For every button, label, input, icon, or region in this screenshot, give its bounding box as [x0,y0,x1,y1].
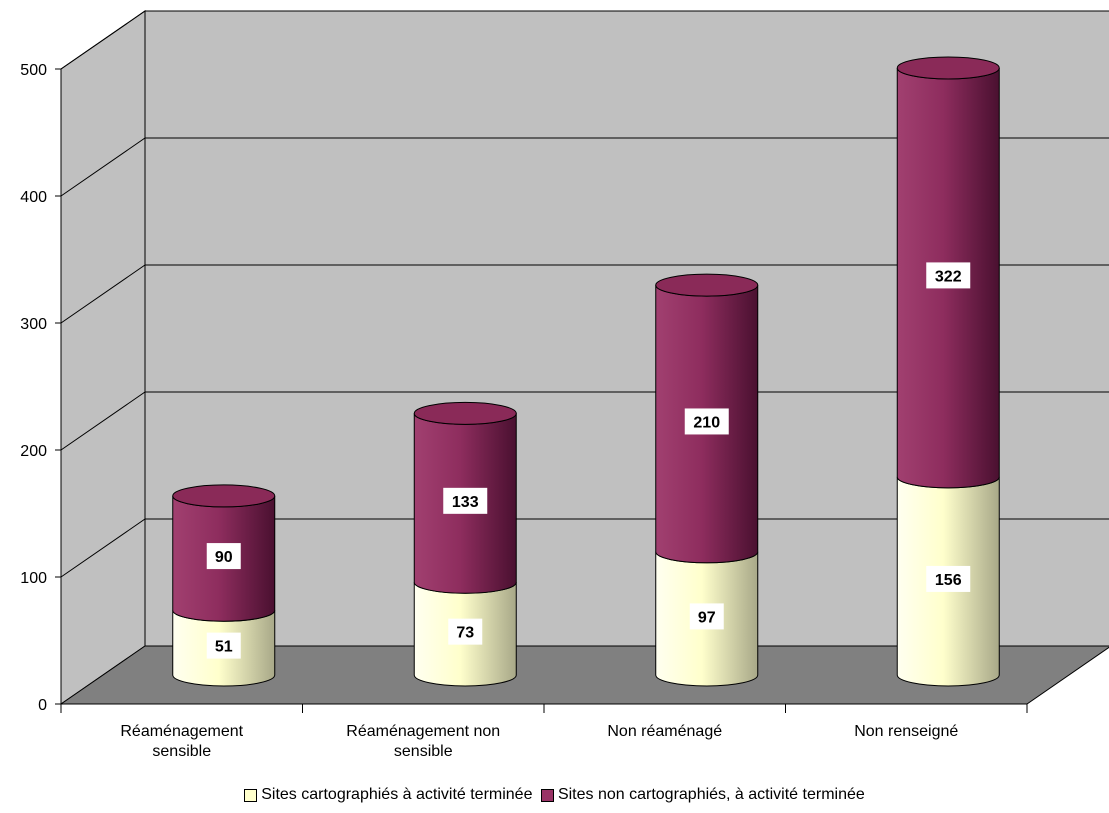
chart: 0 100 200 300 400 500 Réaménagement sensible Réa… [20,10,1109,760]
bar-top-1 [413,401,517,425]
data-label-text-0-2: 97 [698,609,716,626]
y-tick-label-1: 100 [20,570,47,587]
y-tick-label-0: 0 [38,697,47,714]
gridline-2 [60,391,1109,451]
data-label-box-1-0 [206,543,241,570]
x-tick-label-2: Non réaménagé [607,723,722,740]
legend-swatch-1 [540,788,554,802]
side-wall [60,10,146,705]
data-label-0-0: 51 [206,632,241,659]
y-tick-label-5: 500 [20,62,47,79]
gridline-4 [60,137,1109,197]
data-label-box-1-2 [684,408,729,435]
data-label-1-1: 133 [443,487,488,514]
gridline-1 [60,518,1109,578]
data-label-text-0-3: 156 [935,572,962,589]
bar-top-2 [655,273,759,297]
data-label-box-0-2 [689,603,724,630]
data-label-text-0-1: 73 [456,625,474,642]
axes: 0 100 200 300 400 500 Réaménagement sensible Réa… [20,62,1028,760]
data-label-0-2: 97 [689,603,724,630]
data-label-0-3: 156 [926,565,971,592]
bar-top-3 [896,56,1000,80]
data-label-box-1-3 [926,262,971,289]
data-label-text-1-1: 133 [452,494,479,511]
data-label-text-1-3: 322 [935,268,962,285]
x-tick-label-0: Réaménagement sensible [120,723,243,760]
legend-item-1: Sites non cartographiés, à activité term… [540,786,865,804]
data-label-box-0-3 [926,565,971,592]
gridline-3 [60,264,1109,324]
legend-item-0: Sites cartographiés à activité terminée [244,786,532,804]
data-label-text-1-0: 90 [215,549,233,566]
y-tick-label-4: 400 [20,189,47,206]
bars [172,56,1000,687]
data-label-text-1-2: 210 [693,414,720,431]
data-label-box-1-1 [443,487,488,514]
data-label-0-1: 73 [448,618,483,645]
data-label-box-0-0 [206,632,241,659]
legend-label-1: Sites non cartographiés, à activité term… [557,786,865,803]
y-tick-label-2: 200 [20,443,47,460]
data-label-1-0: 90 [206,543,241,570]
legend-label-0: Sites cartographiés à activité terminée [261,786,533,803]
gridlines [60,10,1109,578]
gridline-5 [60,10,1109,70]
legend: Sites cartographiés à activité terminée … [0,786,1109,807]
x-tick-label-3: Non renseigné [854,723,958,740]
data-labels: 51 90 73 133 97 210 156 322 [206,262,971,659]
data-label-1-3: 322 [926,262,971,289]
data-label-text-0-0: 51 [215,639,233,656]
bar-top-0 [172,484,276,508]
legend-swatch-0 [244,788,258,802]
y-tick-label-3: 300 [20,316,47,333]
data-label-1-2: 210 [684,408,729,435]
data-label-box-0-1 [448,618,483,645]
x-tick-label-1: Réaménagement non sensible [346,723,500,760]
